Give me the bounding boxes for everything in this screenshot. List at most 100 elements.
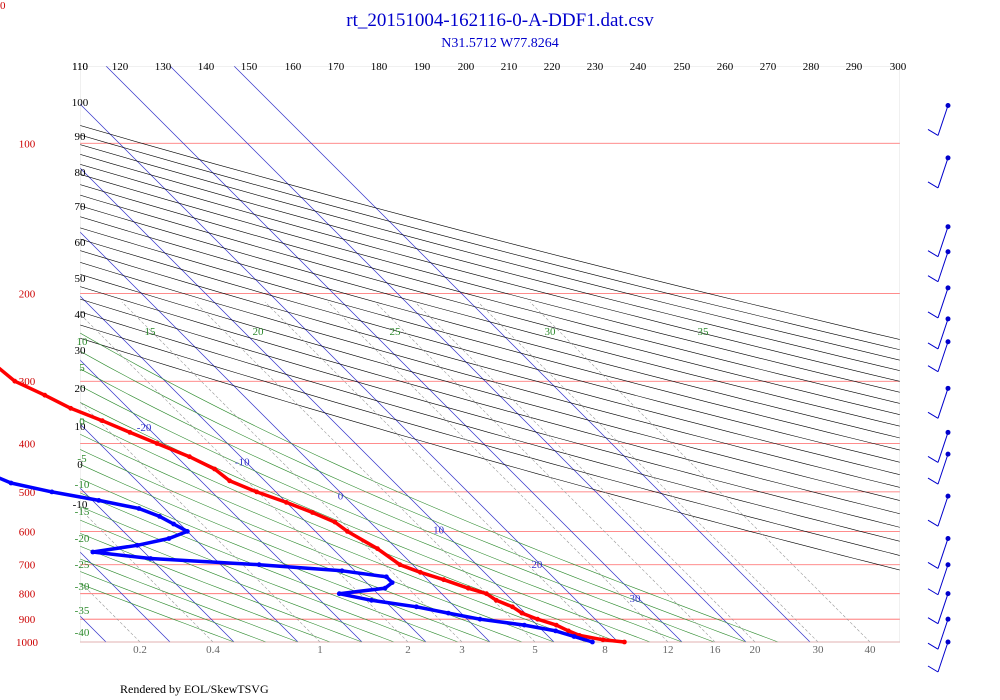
grid-layer — [80, 66, 900, 643]
dry-adiabat-line — [80, 194, 900, 416]
dewpoint-point — [414, 604, 419, 610]
left-theta-label: 50 — [75, 273, 87, 285]
wind-barb-staff — [937, 619, 949, 650]
left-theta-label: -10 — [73, 499, 88, 511]
mixing-ratio-line — [264, 301, 606, 643]
dry-adiabat-line — [80, 250, 900, 476]
dewpoint-point — [49, 489, 55, 495]
moist-left-label: -25 — [75, 559, 90, 571]
dry-adiabat-line — [80, 324, 900, 556]
wind-barb — [927, 385, 951, 419]
dry-adiabat-line — [80, 216, 900, 439]
temperature-point — [600, 637, 606, 643]
wind-barb-staff — [937, 593, 949, 624]
mixing-ratio-line — [374, 301, 716, 643]
wind-barb-flag — [927, 617, 939, 625]
dry-adiabat-line — [80, 174, 900, 393]
dewpoint-point — [171, 521, 177, 527]
left-theta-label: 40 — [75, 309, 87, 321]
moist-adiabat-line — [80, 571, 267, 643]
left-theta-label: 90 — [75, 131, 87, 143]
left-theta-label: 10 — [75, 421, 87, 433]
wind-barb — [927, 562, 951, 596]
dewpoint-point — [339, 568, 345, 574]
dewpoint-point — [8, 480, 14, 486]
theta-label: 300 — [890, 61, 907, 73]
wind-barb — [927, 249, 951, 283]
wind-barb — [927, 224, 951, 258]
moist-adiabat-line — [80, 519, 395, 643]
isotherm-line — [169, 66, 747, 643]
moist-left-label: 5 — [79, 362, 85, 374]
wind-barb-flag — [927, 455, 939, 463]
pressure-label: 700 — [19, 560, 36, 572]
mixing-ratio-label: 40 — [865, 644, 877, 656]
temperature-point — [465, 585, 471, 591]
isotherm-line — [80, 103, 619, 643]
left-theta-label: 110 — [72, 61, 89, 73]
dry-adiabat-line — [80, 184, 900, 404]
dewpoint-point — [590, 639, 595, 645]
wind-barb-flag — [927, 365, 939, 373]
pressure-label: 1000 — [16, 637, 39, 649]
wind-barb-flag — [927, 342, 939, 350]
temperature-point — [127, 430, 133, 435]
mixing-ratio-line — [80, 581, 141, 643]
dewpoint-point — [445, 610, 451, 616]
wind-barb — [927, 451, 951, 485]
theta-label: 180 — [371, 61, 388, 73]
wind-barb-staff — [937, 432, 949, 463]
isotherm-label: 30 — [630, 593, 642, 605]
wind-barb — [927, 285, 951, 319]
theta-label: 230 — [587, 61, 604, 73]
mixing-ratio-line — [529, 301, 871, 643]
pressure-label: 800 — [19, 589, 36, 601]
mixing-ratio-label: 20 — [750, 644, 762, 656]
wind-barb-staff — [937, 495, 949, 527]
isotherm-label: -20 — [137, 422, 152, 434]
left-theta-label: 20 — [75, 383, 87, 395]
mixing-ratio-label: 30 — [813, 644, 825, 656]
dewpoint-point — [148, 556, 153, 561]
dewpoint-point — [256, 562, 262, 568]
theta-label: 110 — [72, 61, 89, 73]
dry-adiabat-line — [80, 298, 900, 528]
wind-barb-staff — [937, 341, 949, 372]
mixing-ratio-line — [414, 301, 756, 643]
temperature-point — [332, 519, 338, 525]
dewpoint-point — [185, 529, 190, 534]
temperature-point — [284, 500, 289, 505]
moist-adiabat-line — [80, 449, 555, 643]
wind-barb-flag — [927, 588, 939, 596]
dewpoint-point — [90, 549, 96, 555]
temperature-point — [519, 610, 525, 616]
temperature-point — [493, 597, 499, 603]
wind-barb-staff — [937, 318, 949, 350]
mixing-ratio-line — [80, 508, 214, 643]
temperature-point — [345, 529, 350, 534]
data-layer — [0, 366, 627, 645]
temperature-point — [212, 466, 218, 472]
wind-barb-flag — [927, 519, 939, 527]
theta-label: 260 — [717, 61, 734, 73]
moist-left-label: -15 — [75, 506, 90, 518]
plot-frame — [80, 66, 900, 643]
moist-adiabat-line — [80, 385, 683, 643]
moist-left-label: 0 — [79, 416, 85, 428]
dewpoint-point — [477, 616, 483, 622]
theta-label: 150 — [241, 61, 258, 73]
moist-adiabat-label: 15 — [145, 326, 157, 338]
dry-adiabat-line — [80, 286, 900, 515]
dewpoint-point — [157, 514, 163, 519]
isotherm-line — [80, 615, 107, 643]
moist-adiabat-line — [80, 545, 331, 643]
left-theta-label: 100 — [72, 97, 89, 109]
mixing-ratio-line — [121, 301, 463, 643]
wind-barb — [927, 155, 951, 189]
wind-barb-flag — [927, 562, 939, 569]
left-theta-label: 80 — [75, 167, 87, 179]
left-theta-label: 30 — [75, 345, 87, 357]
dewpoint-point — [521, 622, 527, 628]
moist-adiabat-line — [80, 368, 715, 643]
theta-label: 240 — [630, 61, 647, 73]
